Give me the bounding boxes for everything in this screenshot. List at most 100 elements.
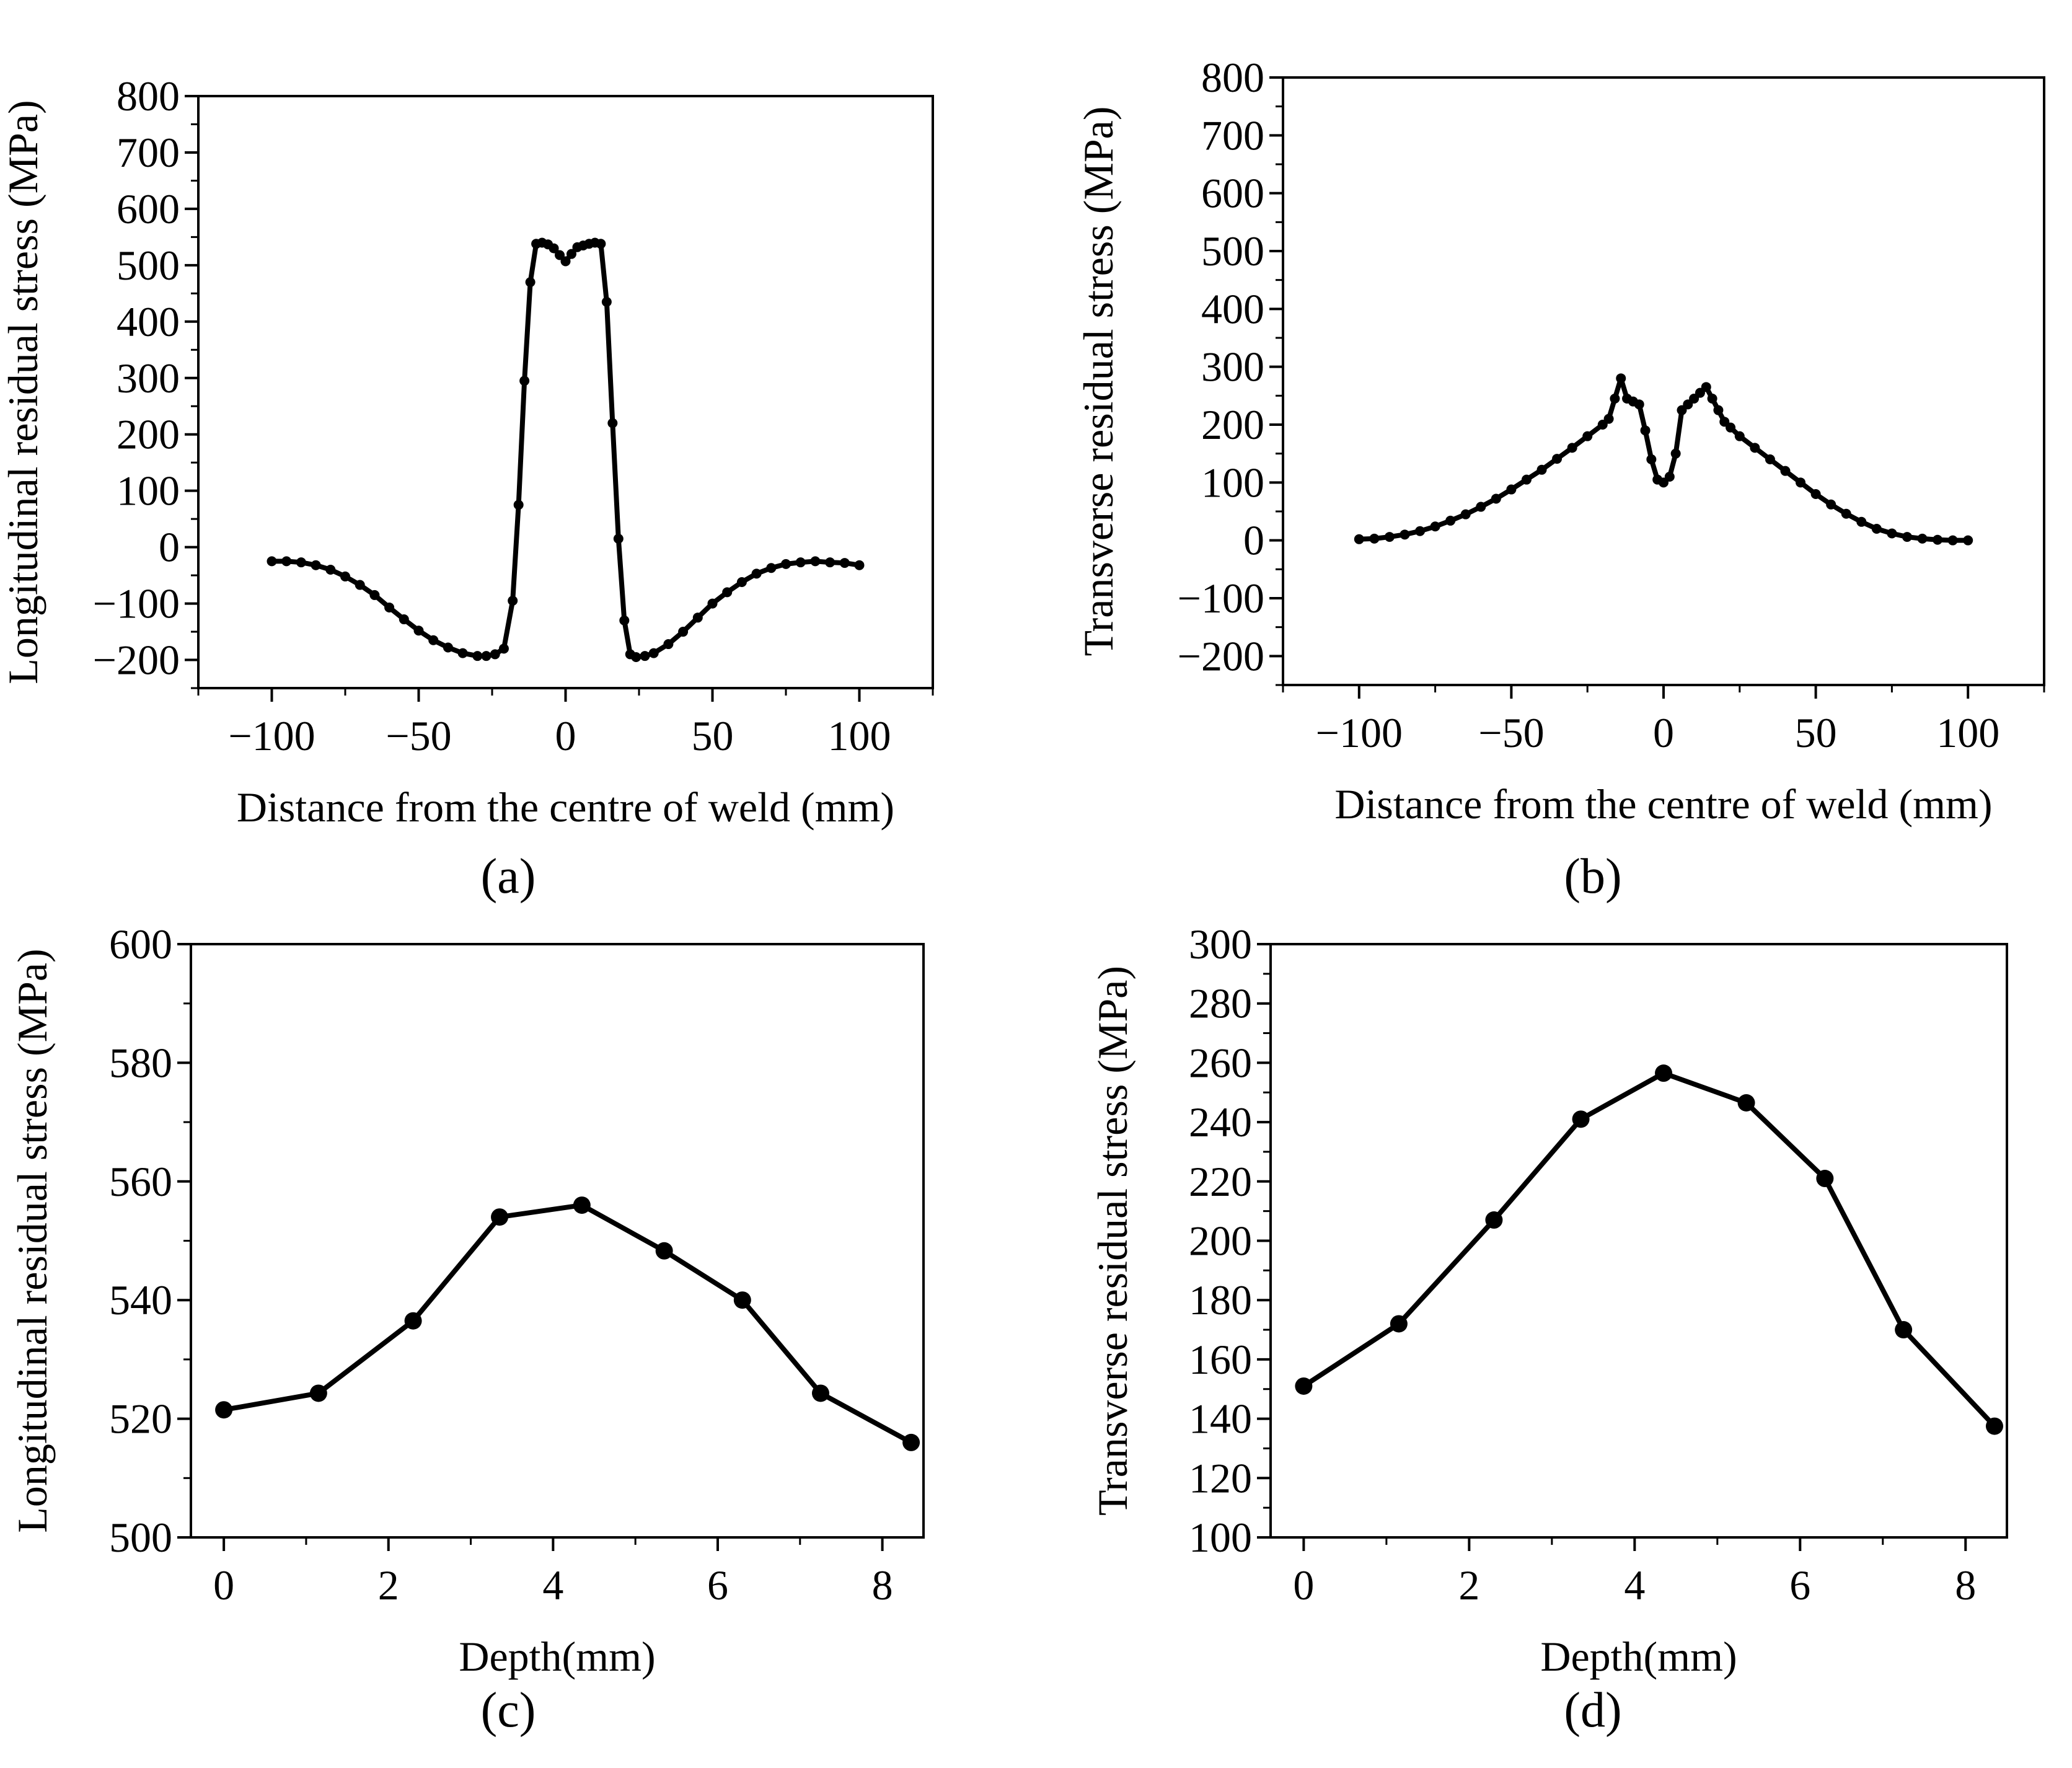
x-tick-label: 4	[1624, 1562, 1645, 1609]
data-point	[839, 558, 850, 568]
data-point	[1985, 1417, 2003, 1435]
data-point	[1445, 515, 1456, 526]
data-point	[549, 243, 559, 254]
x-tick-label: 100	[1936, 709, 1999, 756]
data-point	[1737, 1094, 1755, 1112]
data-point	[751, 568, 762, 579]
data-point	[1295, 1377, 1313, 1395]
data-point	[1616, 373, 1626, 384]
data-point	[428, 635, 439, 645]
data-point	[1902, 532, 1912, 542]
x-tick-label: 0	[555, 712, 576, 759]
y-tick-label: 400	[1201, 285, 1264, 332]
data-point	[309, 1384, 327, 1402]
series-line	[1302, 1071, 1996, 1428]
data-point	[1460, 509, 1471, 519]
y-axis-label: Longitudinal residual stress (MPa)	[0, 100, 46, 684]
data-point	[607, 418, 618, 428]
series-line	[223, 1203, 912, 1445]
y-tick-label: −100	[93, 580, 180, 627]
data-point	[457, 648, 468, 658]
data-point	[619, 615, 630, 625]
y-axis-label: Transverse residual stress (MPa)	[1075, 106, 1122, 656]
data-point	[399, 614, 409, 625]
x-tick-label: 6	[707, 1562, 728, 1609]
data-point	[481, 651, 492, 661]
x-axis-label: Depth(mm)	[459, 1633, 655, 1680]
y-tick-label: 120	[1189, 1454, 1252, 1501]
data-point	[1640, 425, 1651, 436]
data-point	[1856, 516, 1867, 527]
data-point	[1810, 489, 1821, 499]
data-point	[854, 560, 865, 570]
data-point	[1780, 466, 1791, 476]
y-tick-label: 520	[109, 1395, 172, 1443]
data-point	[1947, 535, 1958, 546]
y-tick-label: 100	[1201, 459, 1264, 506]
y-tick-label: 800	[117, 73, 180, 120]
data-point	[1750, 443, 1760, 453]
data-point	[902, 1433, 920, 1451]
x-tick-label: 2	[378, 1562, 399, 1609]
data-point	[1734, 431, 1745, 441]
data-point	[596, 239, 606, 249]
data-point	[825, 557, 835, 568]
y-tick-label: 200	[117, 411, 180, 458]
data-point	[613, 533, 624, 544]
data-point	[1572, 1110, 1590, 1128]
y-tick-label: 300	[1189, 921, 1252, 968]
data-point	[1476, 502, 1486, 512]
panel-label: (c)	[481, 1683, 536, 1738]
plot-frame	[190, 943, 925, 1539]
plot-frame	[1282, 76, 2045, 686]
x-tick-label: −50	[386, 712, 451, 759]
y-axis-label: Transverse residual stress (MPa)	[1089, 966, 1136, 1516]
data-point	[1610, 394, 1620, 404]
x-tick-label: 100	[828, 712, 891, 759]
data-point	[513, 500, 524, 510]
y-tick-label: 200	[1189, 1218, 1252, 1265]
data-point	[1816, 1170, 1834, 1188]
data-point	[404, 1312, 422, 1330]
data-point	[640, 651, 650, 661]
y-tick-label: 700	[117, 129, 180, 176]
data-point	[413, 625, 424, 636]
y-tick-label: −200	[1178, 632, 1264, 679]
data-point	[1521, 474, 1532, 485]
data-point	[525, 277, 536, 288]
data-point	[707, 598, 718, 609]
x-tick-label: 8	[1955, 1562, 1976, 1609]
x-axis-label: Distance from the centre of weld (mm)	[237, 784, 894, 831]
data-point	[663, 639, 674, 650]
y-tick-label: 0	[1243, 517, 1264, 564]
y-tick-label: 220	[1189, 1158, 1252, 1205]
x-tick-label: −100	[1316, 709, 1403, 756]
data-point	[781, 559, 791, 569]
data-point	[566, 249, 576, 259]
data-point	[733, 1291, 751, 1309]
data-point	[340, 571, 350, 581]
plot-frame	[1269, 943, 2008, 1539]
data-point	[555, 250, 565, 260]
data-point	[601, 296, 612, 307]
data-point	[491, 1208, 509, 1226]
data-point	[1670, 448, 1681, 459]
series-line	[271, 240, 860, 660]
y-tick-label: 240	[1189, 1098, 1252, 1146]
data-point	[355, 580, 365, 590]
data-point	[1506, 484, 1517, 495]
x-tick-label: −50	[1478, 709, 1544, 756]
data-point	[1646, 454, 1657, 464]
panel-b: −100 −50 0 50 100 −200 −100 0 100 200 300 400 500 600…	[1075, 54, 2045, 904]
data-point	[1384, 532, 1395, 542]
y-tick-label: 140	[1189, 1395, 1252, 1443]
y-tick-label: 600	[109, 921, 172, 968]
data-point	[1552, 454, 1563, 464]
data-point	[443, 642, 453, 653]
data-point	[1796, 477, 1806, 488]
x-tick-label: −100	[228, 712, 315, 759]
y-tick-label: 180	[1189, 1276, 1252, 1324]
data-point	[1726, 422, 1736, 433]
data-point	[296, 557, 306, 568]
